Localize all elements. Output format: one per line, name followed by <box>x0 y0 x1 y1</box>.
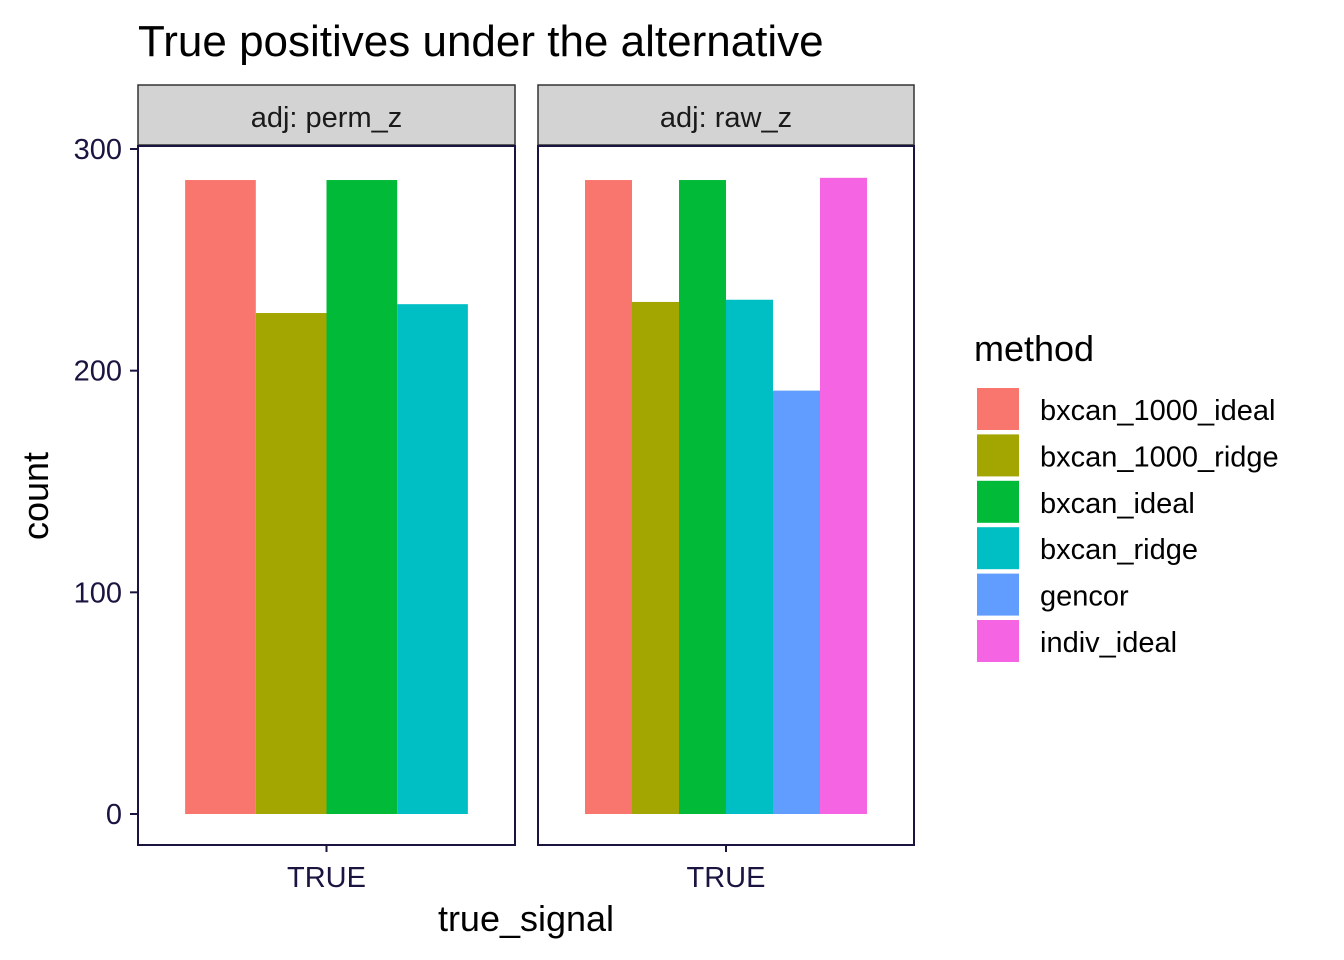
legend-key-indiv_ideal <box>977 620 1019 662</box>
bar-indiv_ideal <box>820 177 867 815</box>
facet-strip-label: adj: raw_z <box>660 102 792 134</box>
x-axis-title: true_signal <box>438 898 614 939</box>
legend-key-gencor <box>977 573 1019 616</box>
legend-label: bxcan_ideal <box>1040 488 1195 520</box>
bar-bxcan_ridge <box>397 304 468 814</box>
facet-strip <box>137 84 516 146</box>
legend-key-bxcan_ideal <box>977 480 1019 523</box>
bar-bxcan_ideal <box>326 180 398 815</box>
legend-key-bxcan_ridge <box>977 527 1019 570</box>
y-axis: 0 100 200 300 <box>74 134 139 845</box>
legend-label: bxcan_1000_ridge <box>1040 441 1279 473</box>
y-tick-label: 100 <box>74 577 122 609</box>
legend-title: method <box>974 328 1094 369</box>
y-tick-label: 0 <box>106 799 122 831</box>
bar-bxcan_ridge <box>726 299 773 814</box>
facet-panel: adj: raw_z TRUE <box>537 84 915 894</box>
bar-bxcan_1000_ridge <box>632 301 679 814</box>
y-tick-label: 200 <box>74 356 122 388</box>
x-tick-label: TRUE <box>687 862 766 894</box>
legend: method bxcan_1000_ideal bxcan_1000_ridgeb… <box>974 328 1279 662</box>
facet-strip-label: adj: perm_z <box>251 102 403 134</box>
y-axis-title: count <box>15 452 56 540</box>
bar-gencor <box>773 390 820 814</box>
facet-panels: adj: perm_z TRUE adj: raw_z TRUE <box>137 84 915 894</box>
legend-key-bxcan_1000_ideal <box>977 388 1019 430</box>
legend-label: bxcan_1000_ideal <box>1040 395 1275 427</box>
legend-key-bxcan_1000_ridge <box>977 434 1019 477</box>
legend-label: gencor <box>1040 581 1129 613</box>
bar-bxcan_1000_ridge <box>255 313 327 814</box>
facet-strip <box>537 84 915 146</box>
facet-panel: adj: perm_z TRUE <box>137 84 516 894</box>
bar-bxcan_1000_ideal <box>585 180 632 815</box>
legend-label: indiv_ideal <box>1040 627 1177 659</box>
legend-label: bxcan_ridge <box>1040 534 1198 566</box>
x-tick-label: TRUE <box>287 862 366 894</box>
bar-bxcan_ideal <box>679 180 726 815</box>
chart-title: True positives under the alternative <box>138 17 824 66</box>
y-tick-label: 300 <box>74 134 122 166</box>
bar-bxcan_1000_ideal <box>185 180 256 815</box>
